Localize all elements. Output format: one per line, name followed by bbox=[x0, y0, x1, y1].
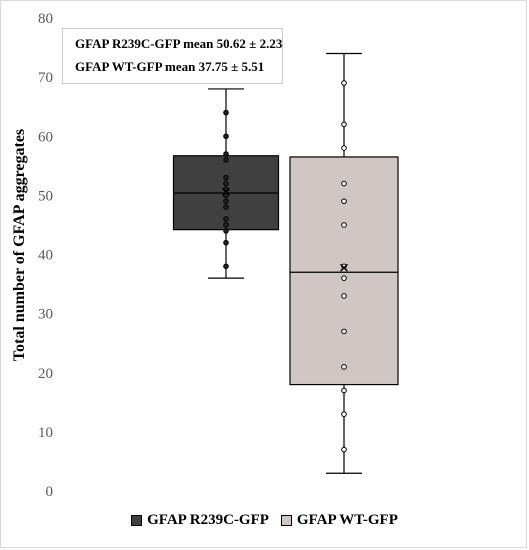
annotation-label: GFAP WT-GFP mean bbox=[75, 59, 196, 74]
data-point bbox=[223, 222, 229, 228]
data-point bbox=[223, 204, 229, 210]
data-point bbox=[223, 263, 229, 270]
data-point bbox=[223, 216, 229, 222]
mean-annotation-box: GFAP R239C-GFP mean 50.62 ± 2.23 GFAP WT… bbox=[62, 28, 283, 84]
annotation-mean: 37.75 bbox=[198, 59, 228, 74]
data-point bbox=[223, 157, 229, 163]
y-tick-label: 50 bbox=[38, 188, 53, 204]
data-point bbox=[223, 239, 229, 246]
iqr-box bbox=[289, 156, 399, 386]
data-point bbox=[341, 222, 347, 228]
annotation-line-wt: GFAP WT-GFP mean 37.75 ± 5.51 bbox=[75, 59, 264, 75]
y-axis-title: Total number of GFAP aggregates bbox=[11, 129, 28, 361]
annotation-error: 2.23 bbox=[259, 36, 283, 51]
box-series-0 bbox=[172, 88, 280, 279]
legend-swatch-wt bbox=[280, 515, 292, 526]
y-tick-label: 40 bbox=[38, 248, 53, 264]
annotation-mean: 50.62 bbox=[216, 36, 246, 51]
mean-marker bbox=[340, 263, 348, 272]
y-tick-label: 0 bbox=[46, 484, 54, 500]
y-tick-label: 30 bbox=[38, 307, 53, 323]
data-point bbox=[223, 151, 229, 157]
plot-area bbox=[172, 52, 399, 474]
data-point bbox=[223, 192, 229, 199]
annotation-error: 5.51 bbox=[241, 59, 265, 74]
data-point bbox=[341, 80, 347, 86]
mean-marker bbox=[222, 187, 230, 196]
y-tick-label: 60 bbox=[38, 129, 53, 145]
mean-x-stroke bbox=[340, 263, 348, 272]
data-point bbox=[341, 293, 347, 299]
data-point bbox=[223, 133, 229, 140]
data-point bbox=[341, 328, 347, 335]
data-point bbox=[341, 121, 347, 128]
data-point bbox=[341, 275, 347, 281]
data-point bbox=[341, 411, 347, 417]
data-point bbox=[341, 145, 347, 151]
y-tick-label: 70 bbox=[38, 70, 53, 86]
y-axis: 0 10 20 30 40 50 60 70 80 bbox=[38, 11, 53, 500]
y-tick-label: 80 bbox=[38, 11, 53, 27]
y-tick-label: 20 bbox=[38, 366, 53, 382]
legend-swatch-r239c bbox=[131, 515, 143, 526]
mean-x-stroke bbox=[222, 187, 230, 196]
data-point bbox=[341, 446, 347, 453]
legend-label-wt: GFAP WT-GFP bbox=[296, 512, 398, 528]
y-tick-label: 10 bbox=[38, 425, 53, 441]
data-point bbox=[341, 364, 347, 370]
plus-minus-icon: ± bbox=[249, 36, 257, 51]
data-point bbox=[341, 198, 347, 205]
legend-label-r239c: GFAP R239C-GFP bbox=[147, 512, 269, 528]
box-series-1 bbox=[289, 52, 399, 474]
data-point bbox=[223, 180, 229, 187]
legend: GFAP R239C-GFP GFAP WT-GFP bbox=[0, 512, 529, 529]
annotation-label: GFAP R239C-GFP mean bbox=[75, 36, 214, 51]
data-point bbox=[223, 109, 229, 116]
data-point bbox=[341, 387, 347, 394]
legend-item-r239c: GFAP R239C-GFP bbox=[131, 512, 269, 529]
data-point bbox=[341, 180, 347, 187]
plus-minus-icon: ± bbox=[231, 59, 239, 74]
data-point bbox=[223, 228, 229, 234]
legend-item-wt: GFAP WT-GFP bbox=[280, 512, 398, 529]
data-point bbox=[223, 198, 229, 205]
annotation-line-r239c: GFAP R239C-GFP mean 50.62 ± 2.23 bbox=[75, 36, 282, 52]
data-point bbox=[223, 174, 229, 181]
